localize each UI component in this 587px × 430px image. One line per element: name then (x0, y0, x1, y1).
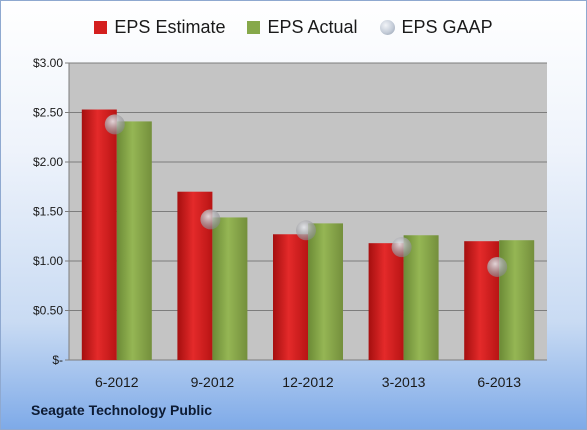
marker-eps-gaap (104, 114, 125, 135)
bar-eps-actual (308, 223, 343, 360)
y-tick-label: $2.50 (33, 106, 63, 120)
legend-label-estimate: EPS Estimate (114, 17, 226, 37)
x-tick-label: 3-2013 (382, 374, 426, 390)
y-tick-label: $1.00 (33, 254, 63, 268)
marker-eps-gaap (296, 220, 316, 241)
legend-item-gaap: EPS GAAP (379, 17, 493, 38)
marker-eps-gaap (391, 237, 412, 258)
legend-label-actual: EPS Actual (267, 17, 358, 37)
y-tick-label: $0.50 (33, 304, 63, 318)
y-tick-label: $2.00 (33, 155, 63, 169)
x-tick-label: 9-2012 (191, 374, 235, 390)
x-tick-label: 6-2012 (95, 374, 139, 390)
legend-swatch-estimate (94, 21, 108, 34)
bar-eps-actual (499, 240, 535, 360)
bar-eps-actual (403, 235, 439, 360)
marker-eps-gaap (487, 256, 508, 277)
bar-eps-actual (116, 121, 152, 360)
bar-eps-estimate (81, 109, 117, 360)
legend-label-gaap: EPS GAAP (401, 17, 493, 37)
bar-eps-actual (212, 217, 248, 360)
y-tick-label: $3.00 (33, 56, 63, 70)
legend-item-actual: EPS Actual (247, 17, 358, 38)
x-tick-label: 6-2013 (477, 374, 521, 390)
chart-legend: EPS Estimate EPS Actual EPS GAAP (1, 17, 586, 38)
y-tick-label: $- (52, 353, 63, 367)
bar-eps-estimate (368, 243, 404, 360)
x-tick-label: 12-2012 (282, 374, 334, 390)
bar-eps-estimate (273, 234, 308, 360)
company-name: Seagate Technology Public (31, 402, 213, 418)
y-tick-label: $1.50 (33, 205, 63, 219)
marker-eps-gaap (200, 209, 221, 230)
legend-swatch-gaap (379, 20, 395, 35)
legend-swatch-actual (247, 21, 261, 34)
legend-item-estimate: EPS Estimate (94, 17, 225, 38)
